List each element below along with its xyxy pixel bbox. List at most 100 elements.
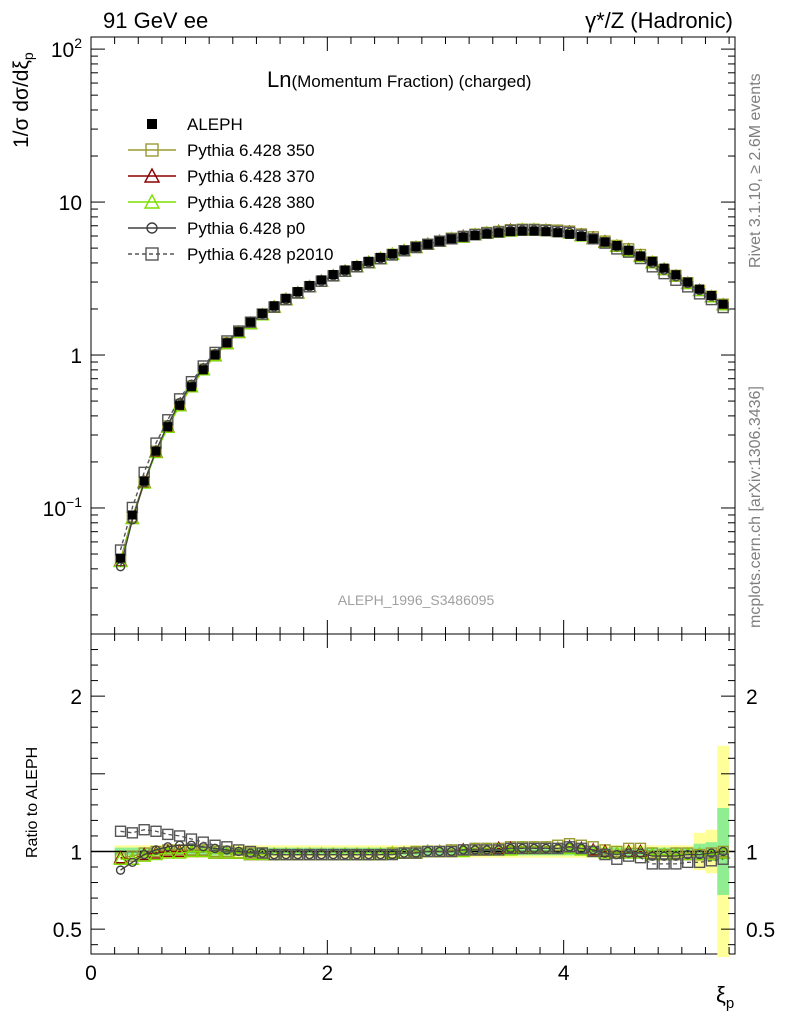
data-point: [145, 247, 159, 261]
data-point: [693, 856, 706, 869]
x-tick-label: 4: [558, 962, 570, 985]
data-point: [113, 850, 128, 864]
data-point: [494, 228, 504, 238]
title-main: Ln: [267, 67, 291, 92]
data-point: [210, 350, 220, 360]
data-point: [622, 850, 635, 862]
data-point: [457, 844, 469, 856]
data-point: [492, 844, 505, 856]
data-point: [257, 308, 267, 318]
data-point: [562, 840, 577, 855]
data-point: [634, 851, 647, 864]
data-point: [658, 858, 670, 870]
data-point: [423, 846, 433, 857]
header-left: 91 GeV ee: [103, 8, 208, 33]
data-point: [147, 119, 157, 129]
data-point: [410, 847, 422, 859]
data-point: [246, 317, 256, 327]
data-point: [646, 858, 658, 870]
data-point: [316, 849, 327, 860]
data-point: [446, 234, 456, 244]
data-point: [244, 316, 257, 328]
series-line: [119, 229, 724, 551]
data-point: [222, 338, 232, 348]
data-point: [352, 260, 362, 270]
data-point: [422, 845, 434, 858]
data-point: [528, 842, 540, 855]
ratio-y-label: Ratio to ALEPH: [24, 747, 41, 858]
data-point: [172, 844, 187, 858]
data-point: [458, 232, 468, 242]
data-point: [563, 841, 576, 853]
data-point: [114, 825, 127, 837]
legend-label: Pythia 6.428 p0: [187, 219, 305, 238]
data-point: [718, 299, 728, 309]
data-point: [587, 233, 599, 245]
series-line: [119, 229, 724, 562]
data-point: [599, 848, 611, 861]
main-x-ticks: [90, 37, 730, 634]
data-point: [143, 193, 161, 209]
header-right: γ*/Z (Hadronic): [585, 8, 733, 33]
data-point: [339, 848, 351, 861]
main-plot-title: Ln(Momentum Fraction) (charged): [267, 67, 531, 92]
data-point: [718, 846, 728, 857]
data-point: [376, 252, 386, 262]
data-point: [683, 277, 693, 287]
data-point: [269, 301, 279, 311]
data-point: [268, 848, 280, 861]
data-point: [517, 226, 527, 236]
data-point: [553, 228, 563, 238]
data-point: [303, 848, 316, 861]
legend-label: Pythia 6.428 p2010: [187, 245, 334, 264]
ratio-y-tick-label-right: 1: [746, 841, 758, 864]
data-point: [399, 245, 409, 255]
data-point: [469, 844, 481, 856]
ratio-series-line: [120, 843, 724, 859]
data-point: [327, 848, 339, 861]
series-line: [119, 229, 724, 567]
data-point: [150, 825, 162, 837]
data-point: [209, 839, 221, 851]
rivet-version-text: Rivet 3.1.10, ≥ 2.6M events: [747, 73, 764, 268]
x-axis-label-sub: p: [726, 995, 734, 1012]
data-point: [695, 284, 705, 294]
data-point: [162, 828, 174, 841]
ratio-plot-frame: [90, 633, 736, 955]
data-point: [151, 845, 161, 855]
data-point: [624, 245, 634, 255]
data-point: [233, 844, 245, 856]
data-point: [160, 845, 175, 859]
data-point: [126, 850, 139, 862]
data-point: [683, 849, 693, 860]
data-point: [670, 858, 682, 870]
data-point: [151, 446, 161, 456]
data-point: [540, 842, 552, 855]
data-point: [352, 849, 362, 860]
data-point: [398, 847, 410, 859]
data-point: [362, 848, 375, 861]
data-point: [623, 848, 634, 858]
data-point: [587, 845, 599, 858]
data-point: [364, 256, 374, 266]
y-tick-label: 10: [59, 192, 82, 215]
data-point: [411, 242, 421, 252]
data-point: [340, 265, 350, 275]
data-point: [115, 865, 126, 875]
legend-label: Pythia 6.428 380: [187, 193, 315, 212]
data-point: [145, 143, 159, 157]
data-point: [175, 400, 185, 410]
data-point: [505, 843, 516, 854]
data-point: [269, 849, 279, 860]
data-point: [541, 227, 551, 237]
x-axis-label-text: ξ: [716, 982, 726, 1007]
data-point: [163, 842, 173, 852]
data-point: [197, 836, 209, 848]
ratio-series: [113, 824, 731, 875]
data-point: [541, 843, 551, 854]
data-point: [210, 843, 220, 854]
data-point: [387, 249, 397, 259]
data-point: [186, 382, 196, 392]
data-point: [588, 234, 598, 244]
